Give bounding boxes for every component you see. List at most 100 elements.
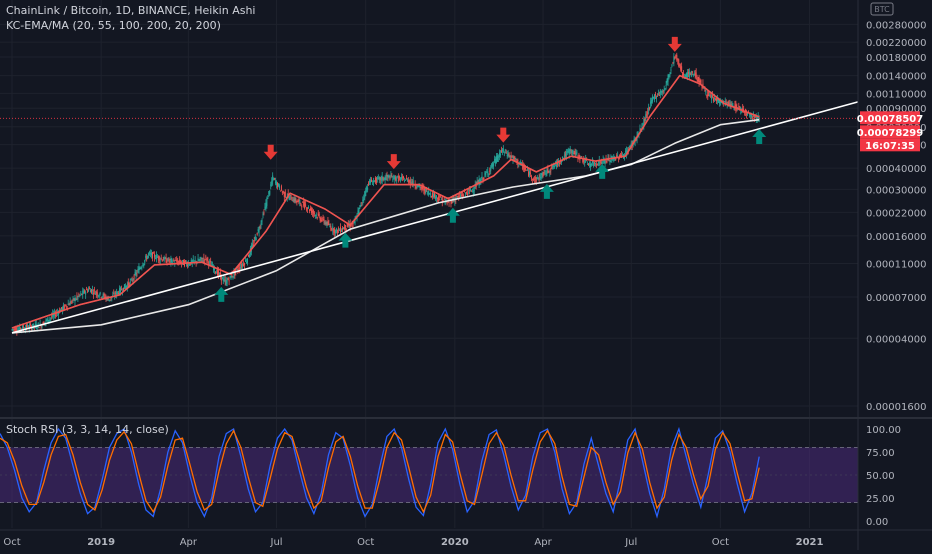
candle-body bbox=[96, 292, 98, 296]
candle-body bbox=[574, 150, 576, 156]
candle-body bbox=[258, 229, 260, 233]
candle-body bbox=[544, 169, 546, 172]
candle-body bbox=[77, 296, 79, 299]
candle-body bbox=[662, 91, 664, 93]
candle-body bbox=[429, 193, 431, 195]
candle-body bbox=[585, 159, 587, 162]
candle-body bbox=[150, 253, 152, 255]
candle-body bbox=[716, 98, 718, 101]
candle-body bbox=[507, 153, 509, 157]
candle-body bbox=[384, 176, 386, 180]
main-pane[interactable] bbox=[0, 36, 859, 336]
candle-body bbox=[358, 207, 360, 215]
candle-body bbox=[628, 146, 630, 148]
candle-body bbox=[546, 168, 548, 173]
candle-body bbox=[357, 210, 359, 215]
candle-body bbox=[221, 277, 223, 280]
candle-body bbox=[334, 229, 336, 234]
candle-body bbox=[434, 192, 436, 197]
candle-body bbox=[356, 216, 358, 220]
candle-body bbox=[433, 194, 435, 198]
candle-body bbox=[671, 64, 673, 67]
candle-body bbox=[121, 289, 123, 291]
candle-body bbox=[90, 289, 92, 293]
symbol-title[interactable]: ChainLink / Bitcoin, 1D, BINANCE, Heikin… bbox=[6, 4, 256, 17]
candle-body bbox=[396, 179, 398, 181]
candle-body bbox=[171, 258, 173, 260]
candle-body bbox=[652, 96, 654, 102]
candle-body bbox=[417, 184, 419, 187]
candle-body bbox=[495, 158, 497, 164]
candle-body bbox=[165, 257, 167, 263]
candle-body bbox=[333, 228, 335, 233]
candle-body bbox=[481, 175, 483, 178]
sell-arrow bbox=[263, 144, 278, 160]
candle-body bbox=[124, 285, 126, 289]
candle-body bbox=[179, 259, 181, 263]
candle-body bbox=[580, 156, 582, 158]
candle-body bbox=[410, 181, 412, 183]
candle-body bbox=[244, 263, 246, 266]
candle-body bbox=[72, 297, 74, 299]
sell-arrow bbox=[386, 154, 401, 170]
candle-body bbox=[377, 177, 379, 179]
candle-body bbox=[282, 191, 284, 193]
candle-body bbox=[677, 59, 679, 61]
candle-body bbox=[533, 178, 535, 180]
candle-body bbox=[295, 198, 297, 202]
candle-body bbox=[486, 171, 488, 173]
candle-body bbox=[702, 83, 704, 86]
candle-body bbox=[501, 149, 503, 151]
candle-body bbox=[441, 196, 443, 204]
candle-body bbox=[562, 157, 564, 159]
candle-body bbox=[142, 265, 144, 267]
candle-body bbox=[403, 181, 405, 183]
last-price-tag: 0.00078507 bbox=[857, 114, 923, 125]
candle-body bbox=[279, 190, 281, 192]
candle-body bbox=[215, 272, 217, 274]
candle-body bbox=[499, 154, 501, 156]
candle-body bbox=[668, 74, 670, 77]
candle-body bbox=[423, 187, 425, 191]
indicator-title[interactable]: KC-EMA/MA (20, 55, 100, 200, 20, 200) bbox=[6, 19, 221, 32]
candle-body bbox=[152, 252, 154, 254]
candle-body bbox=[576, 152, 578, 154]
time-tick-label: Jul bbox=[270, 537, 283, 548]
stoch-pane[interactable] bbox=[0, 426, 858, 519]
candle-body bbox=[106, 298, 108, 300]
candle-body bbox=[208, 261, 210, 265]
stoch-tick-label: 50.00 bbox=[866, 471, 895, 482]
candle-body bbox=[291, 200, 293, 202]
candle-body bbox=[345, 228, 347, 230]
candle-body bbox=[620, 154, 622, 157]
candle-body bbox=[695, 72, 697, 78]
candle-body bbox=[305, 204, 307, 206]
candle-body bbox=[58, 312, 60, 315]
candle-body bbox=[55, 314, 57, 317]
candle-body bbox=[625, 150, 627, 156]
candle-body bbox=[151, 252, 153, 256]
candle-body bbox=[232, 276, 234, 278]
candle-body bbox=[252, 244, 254, 246]
candle-body bbox=[161, 259, 163, 262]
candle-body bbox=[700, 79, 702, 85]
candle-body bbox=[76, 295, 78, 297]
candle-body bbox=[300, 203, 302, 205]
price-tick-label: 0.00030000 bbox=[866, 185, 926, 196]
candle-body bbox=[663, 89, 665, 91]
candle-body bbox=[26, 324, 28, 329]
candle-body bbox=[75, 299, 77, 301]
candle-body bbox=[509, 155, 511, 158]
stoch-title[interactable]: Stoch RSI (3, 3, 14, 14, close) bbox=[6, 423, 169, 436]
candle-body bbox=[616, 155, 618, 158]
candle-body bbox=[592, 163, 594, 166]
candle-body bbox=[701, 85, 703, 88]
candle-body bbox=[293, 198, 295, 202]
price-tick-label: 0.00016000 bbox=[866, 232, 926, 243]
candle-body bbox=[542, 173, 544, 177]
candle-body bbox=[113, 293, 115, 295]
candle-body bbox=[590, 164, 592, 168]
candle-body bbox=[610, 156, 612, 160]
